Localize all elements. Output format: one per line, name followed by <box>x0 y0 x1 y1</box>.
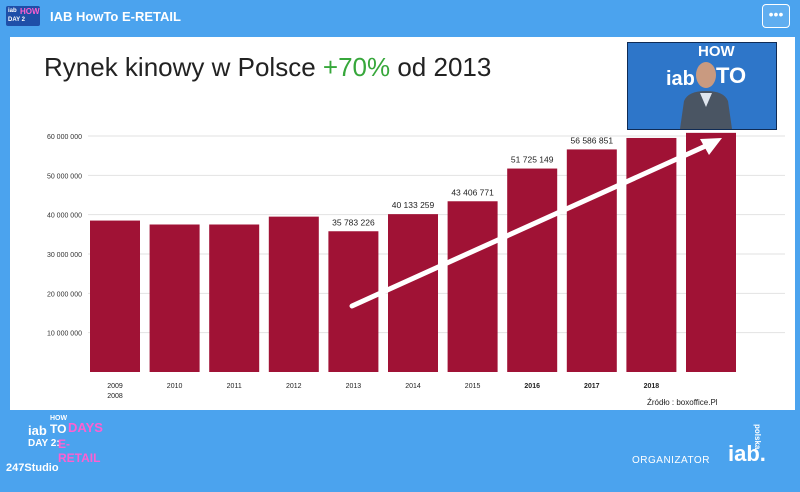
window-title: IAB HowTo E-RETAIL <box>50 9 181 24</box>
bar <box>686 132 736 372</box>
x-tick-label: 2014 <box>405 383 421 390</box>
x-tick-label: 2011 <box>227 383 242 390</box>
bar <box>149 224 200 372</box>
event-logo: iab HOW TO DAYS DAY 2: E-RETAIL <box>28 415 103 465</box>
event-logo-days: DAYS <box>68 420 103 435</box>
y-tick-label: 20 000 000 <box>47 291 82 298</box>
data-label: 43 406 771 <box>451 187 494 197</box>
x-tick-label: 2013 <box>346 383 362 390</box>
data-label: 56 586 851 <box>571 135 614 145</box>
bar <box>447 201 498 372</box>
more-dots-icon: ••• <box>768 6 784 22</box>
y-tick-label: 30 000 000 <box>47 252 82 259</box>
bar <box>209 224 260 372</box>
event-logo-how: HOW <box>50 415 68 422</box>
x-tick-label: 2015 <box>465 383 481 390</box>
speaker-camera: iab HOW TO <box>627 42 777 130</box>
top-bar: iab HOW DAY 2 IAB HowTo E-RETAIL ••• <box>0 0 800 34</box>
trend-arrow-head <box>700 138 722 155</box>
chart-source: Źródło : boxoffice.Pl <box>647 398 718 407</box>
bar <box>90 220 140 372</box>
organizer-logo-sub: polska <box>753 424 762 450</box>
trend-arrow-line <box>349 141 713 309</box>
y-tick-label: 60 000 000 <box>47 134 82 141</box>
event-logo-day2: DAY 2: <box>28 438 60 449</box>
slide-title: Rynek kinowy w Polsce +70% od 2013 <box>44 52 491 83</box>
bar <box>388 214 438 372</box>
event-logo-eretail: E-RETAIL <box>58 437 101 465</box>
event-logo-to: TO <box>50 422 67 436</box>
organizer-logo: iab. <box>728 441 766 466</box>
data-label: 35 783 226 <box>332 217 375 227</box>
speaker-person-icon <box>680 62 732 129</box>
x-tick-label: 2017 <box>584 383 600 390</box>
bar <box>507 168 558 372</box>
camera-brand-how: HOW <box>698 43 735 60</box>
x-tick-label: 2018 <box>644 383 660 390</box>
more-options-button[interactable]: ••• <box>762 4 790 28</box>
data-label: 51 725 149 <box>511 155 554 165</box>
slide-title-suffix: od 2013 <box>390 52 492 82</box>
slide-title-highlight: +70% <box>322 52 391 82</box>
bar <box>328 231 379 372</box>
bar <box>566 149 617 372</box>
logo-small-day: DAY 2 <box>8 17 26 23</box>
y-tick-label: 50 000 000 <box>47 173 82 180</box>
studio-label: 247Studio <box>6 462 59 474</box>
data-label: 40 133 259 <box>392 200 435 210</box>
camera-brand-iab: iab <box>666 68 695 90</box>
y-tick-label: 40 000 000 <box>47 213 82 220</box>
bar <box>268 216 319 372</box>
x-tick-label: 2016 <box>524 383 540 390</box>
logo-small-how: HOW <box>20 7 40 16</box>
x-tick-label: 2009 <box>107 383 123 390</box>
bar-chart: 10 000 000 20 000 000 30 000 000 40 000 000… <box>47 132 785 400</box>
x-tick-label: 2012 <box>286 383 302 390</box>
logo-small-iab: iab <box>8 8 17 14</box>
event-logo-iab: iab <box>28 423 47 438</box>
x-tick-label: 2010 <box>167 383 183 390</box>
event-logo-small: iab HOW DAY 2 <box>6 6 40 26</box>
slide-title-prefix: Rynek kinowy w Polsce <box>44 52 323 82</box>
organizer-label: ORGANIZATOR <box>632 455 710 466</box>
x-tick-label: 2008 <box>107 393 123 400</box>
camera-brand-to: TO <box>716 63 747 88</box>
bottom-bar <box>0 410 800 492</box>
y-tick-label: 10 000 000 <box>47 331 82 338</box>
